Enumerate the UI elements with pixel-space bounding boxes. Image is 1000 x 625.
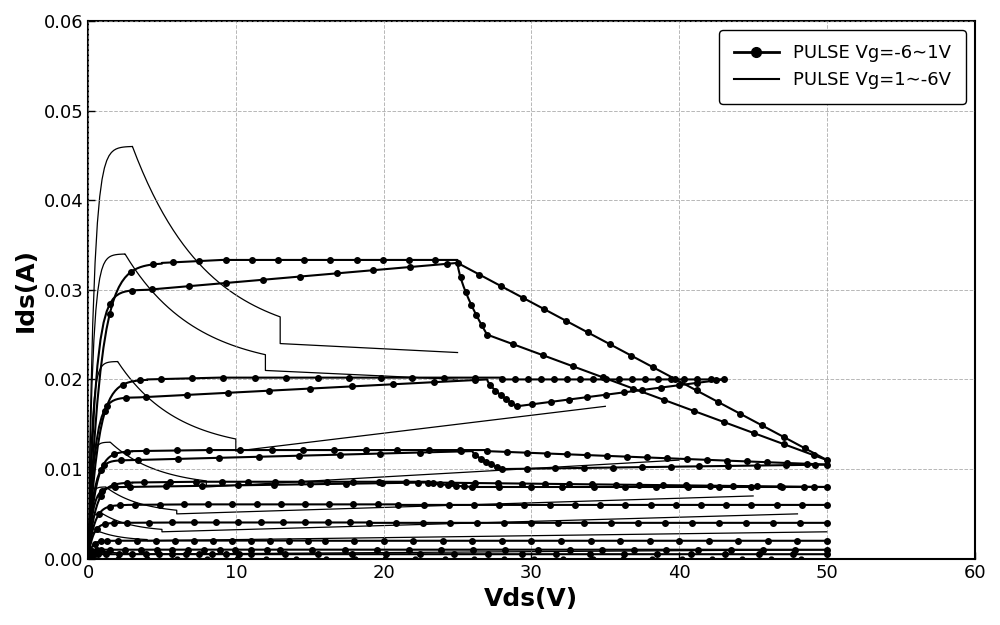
X-axis label: Vds(V): Vds(V) bbox=[484, 587, 578, 611]
Y-axis label: Ids(A): Ids(A) bbox=[14, 248, 38, 332]
Legend: PULSE Vg=-6∼1V, PULSE Vg=1∼-6V: PULSE Vg=-6∼1V, PULSE Vg=1∼-6V bbox=[719, 30, 966, 104]
